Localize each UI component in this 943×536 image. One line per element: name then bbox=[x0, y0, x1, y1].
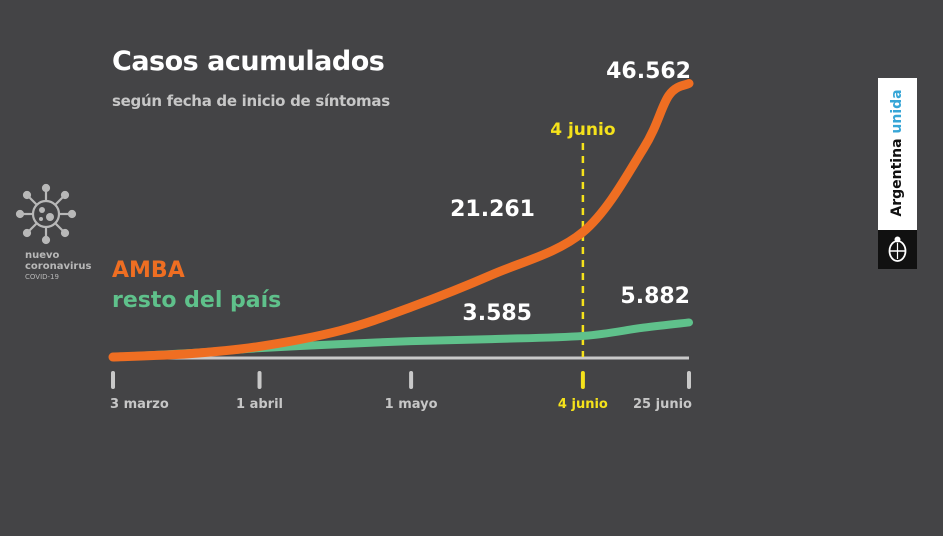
data-label: 46.562 bbox=[606, 59, 691, 84]
data-label: 21.261 bbox=[450, 197, 535, 222]
x-tick-label: 1 abril bbox=[236, 397, 283, 412]
x-tick-label: 4 junio bbox=[558, 397, 608, 412]
x-tick-label: 1 mayo bbox=[385, 397, 438, 412]
badge-text-main: Argentina bbox=[889, 133, 905, 217]
data-label: 5.882 bbox=[620, 284, 690, 309]
logo-text: nuevo coronavirus COVID-19 bbox=[25, 250, 91, 283]
series-line-amba bbox=[108, 78, 694, 362]
chart-subtitle: según fecha de inicio de síntomas bbox=[112, 92, 390, 110]
data-label: 3.585 bbox=[462, 301, 532, 326]
badge-text-accent: unida bbox=[889, 89, 905, 134]
chart-title: Casos acumulados bbox=[112, 46, 385, 77]
highlight-label: 4 junio bbox=[550, 120, 615, 140]
badge-text: Argentina unida bbox=[889, 89, 905, 216]
logo-line-3: COVID-19 bbox=[25, 273, 59, 281]
legend-amba: AMBA bbox=[112, 258, 185, 283]
logo-line-1: nuevo bbox=[25, 250, 60, 261]
legend-resto: resto del país bbox=[112, 288, 282, 313]
logo-line-2: coronavirus bbox=[25, 261, 92, 272]
virus-icon bbox=[15, 183, 77, 245]
coat-of-arms-icon bbox=[878, 230, 917, 269]
argentina-unida-badge: Argentina unida bbox=[878, 78, 917, 269]
x-tick-label: 25 junio bbox=[633, 397, 692, 412]
x-tick-label: 3 marzo bbox=[110, 397, 169, 412]
